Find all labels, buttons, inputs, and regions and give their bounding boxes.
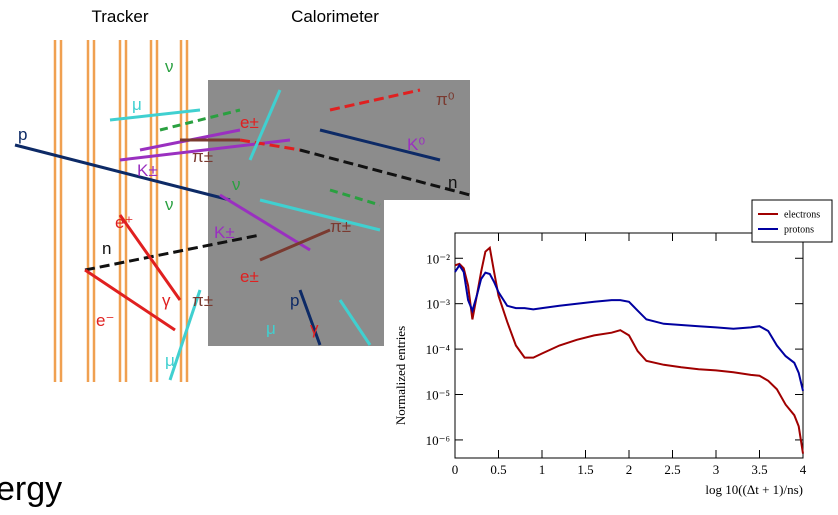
particle-label: p	[18, 125, 27, 144]
x-tick-label: 2.5	[664, 462, 680, 477]
particle-label: p	[290, 291, 299, 310]
particle-label: e⁻	[96, 311, 114, 330]
x-tick-label: 0.5	[490, 462, 506, 477]
particle-label: K⁰	[407, 135, 425, 154]
particle-label: π⁰	[436, 90, 455, 109]
y-tick-label: 10⁻⁴	[426, 342, 451, 357]
particle-label: ν	[165, 57, 174, 76]
particle-label: K±	[137, 161, 158, 180]
particle-label: n	[102, 239, 111, 258]
legend-label: electrons	[784, 210, 820, 221]
series-line	[454, 263, 804, 392]
particle-label: μ	[165, 351, 175, 370]
particle-label: π±	[330, 217, 351, 236]
particle-label: π±	[192, 147, 213, 166]
particle-label: μ	[132, 95, 142, 114]
series-line	[454, 245, 804, 454]
x-tick-label: 4	[800, 462, 807, 477]
calorimeter-title: Calorimeter	[291, 7, 379, 26]
slide-text: ergy	[0, 470, 62, 508]
tracks	[14, 88, 471, 381]
y-tick-label: 10⁻⁵	[426, 388, 450, 403]
x-tick-label: 3.5	[751, 462, 767, 477]
particle-label: γ	[162, 291, 171, 310]
particle-label: π±	[192, 291, 213, 310]
particle-label: e⁺	[115, 213, 133, 232]
y-tick-label: 10⁻⁶	[426, 433, 450, 448]
x-tick-label: 3	[713, 462, 720, 477]
particle-label: K±	[214, 223, 235, 242]
particle-label: μ	[266, 319, 276, 338]
particle-label: e±	[240, 267, 259, 286]
y-tick-label: 10⁻³	[426, 297, 450, 312]
particle-label: n	[448, 173, 457, 192]
particle-label: e±	[240, 113, 259, 132]
legend: electrons protons	[751, 199, 833, 243]
y-axis-label: Normalized entries	[393, 326, 408, 425]
particle-labels: p ν μ e± π± K± π⁰ K⁰ n ν ν e⁺ K± π± n e±…	[18, 57, 457, 370]
x-tick-label: 0	[452, 462, 459, 477]
legend-box	[751, 199, 833, 243]
x-tick-label: 2	[626, 462, 633, 477]
tracker-title: Tracker	[92, 7, 149, 26]
chart-panel	[384, 200, 838, 515]
x-tick-label: 1.5	[577, 462, 593, 477]
particle-label: ν	[232, 175, 241, 194]
y-tick-label: 10⁻²	[426, 251, 450, 266]
particle-label: γ	[310, 319, 319, 338]
legend-label: protons	[784, 225, 814, 236]
chart: 10⁻⁶ 10⁻⁵ 10⁻⁴ 10⁻³ 10⁻² 0 0.5 1 1.5 2 2.5 3 3.5 4 log…	[393, 199, 833, 497]
particle-label: ν	[165, 195, 174, 214]
x-tick-label: 1	[539, 462, 546, 477]
x-axis-label: log 10((Δt + 1)/ns)	[705, 482, 803, 497]
